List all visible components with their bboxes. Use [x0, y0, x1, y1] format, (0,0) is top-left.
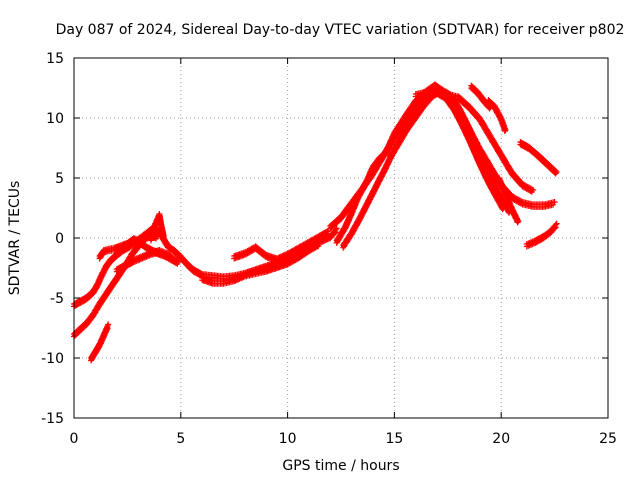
series-track-3 [88, 321, 112, 364]
y-tick-label: -5 [50, 291, 64, 307]
y-tick-label: -15 [41, 411, 64, 427]
series-track-6 [113, 247, 180, 275]
series-track-16 [517, 139, 560, 177]
x-tick-label: 10 [279, 431, 297, 447]
data-point-markers [113, 247, 180, 275]
x-tick-label: 25 [599, 431, 617, 447]
y-tick-label: 15 [46, 51, 64, 67]
x-tick-label: 0 [70, 431, 79, 447]
series-track-15 [485, 97, 509, 134]
series-track-7 [231, 227, 332, 264]
series-track-18 [496, 175, 522, 226]
y-tick-label: 10 [46, 111, 64, 127]
x-axis-label: GPS time / hours [282, 458, 399, 474]
data-point-markers [199, 239, 323, 287]
data-point-markers [523, 220, 560, 250]
y-tick-label: 5 [55, 171, 64, 187]
series-track-1 [71, 224, 340, 310]
data-point-markers [485, 97, 509, 134]
y-tick-label: -10 [41, 351, 64, 367]
series-track-5 [147, 211, 167, 244]
series-track-8 [199, 239, 323, 287]
y-tick-label: 0 [55, 231, 64, 247]
data-point-markers [88, 321, 112, 364]
data-point-markers [71, 224, 340, 310]
x-tick-label: 15 [385, 431, 403, 447]
series-track-13 [412, 86, 537, 195]
data-point-markers [147, 211, 167, 244]
series-track-17 [523, 220, 560, 250]
data-points [71, 81, 560, 364]
y-axis-label: SDTVAR / TECUs [7, 181, 23, 296]
chart-title: Day 087 of 2024, Sidereal Day-to-day VTE… [56, 22, 625, 38]
data-point-markers [496, 175, 522, 226]
x-tick-label: 20 [492, 431, 510, 447]
x-tick-label: 5 [176, 431, 185, 447]
data-point-markers [412, 86, 537, 195]
axis-ticks: 0 5 10 15 20 25 -15 -10 -5 0 5 10 15 [41, 51, 617, 447]
data-point-markers [517, 139, 560, 177]
data-point-markers [231, 227, 332, 264]
